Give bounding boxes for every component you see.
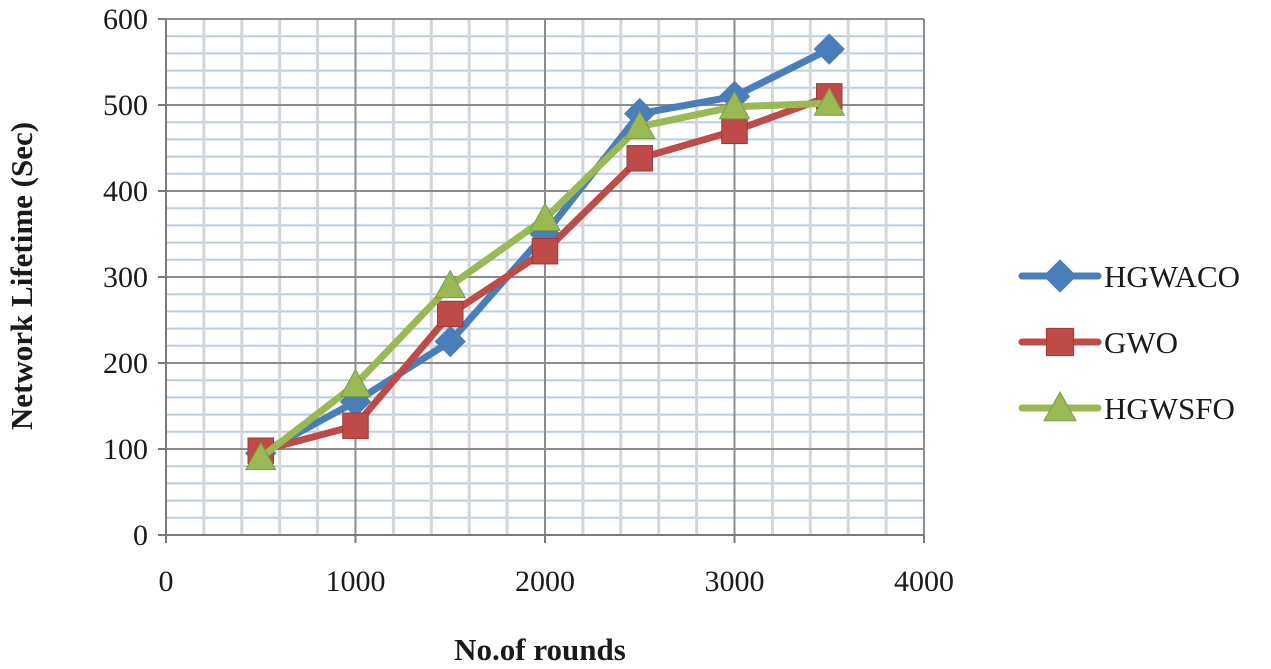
data-point-square — [531, 237, 559, 265]
x-axis-title: No.of rounds — [454, 632, 626, 667]
data-point-square — [626, 145, 653, 172]
y-tick-label: 400 — [103, 175, 148, 208]
x-tick-label: 1000 — [326, 565, 386, 598]
series-layer — [244, 33, 846, 471]
data-point-diamond — [434, 325, 466, 358]
y-tick-label: 100 — [103, 433, 148, 466]
data-point-triangle — [434, 269, 467, 299]
legend-item-gwo: GWO — [1018, 325, 1178, 360]
data-point-square — [342, 412, 369, 440]
data-point-triangle — [813, 87, 846, 116]
y-tick-label: 500 — [103, 89, 148, 122]
data-point-triangle — [529, 202, 561, 232]
legend-label: GWO — [1104, 325, 1178, 360]
data-point-square — [721, 117, 748, 145]
data-point-triangle — [244, 441, 277, 471]
data-point-diamond — [813, 33, 845, 65]
y-axis-title: Network Lifetime (Sec) — [4, 122, 39, 430]
y-tick-label: 600 — [103, 3, 148, 36]
data-point-square — [1045, 327, 1075, 357]
data-point-diamond — [1043, 259, 1077, 293]
x-tick-label: 3000 — [705, 565, 765, 598]
data-point-triangle — [623, 110, 656, 139]
y-tick-label: 300 — [103, 261, 148, 294]
series-hgwsfo — [244, 87, 846, 471]
legend-item-hgwaco: HGWACO — [1018, 259, 1240, 294]
legend: HGWACO GWO HGWSFO — [1018, 259, 1240, 426]
x-tick-label: 2000 — [515, 565, 575, 598]
data-point-triangle — [718, 90, 751, 120]
grid-layer — [166, 18, 925, 535]
x-tick-label: 4000 — [894, 565, 954, 598]
tick-labels: 0 100 200 300 400 500 600 0 1000 2000 3000 4000 — [103, 3, 954, 598]
data-point-triangle — [1043, 390, 1077, 422]
x-tick-label: 0 — [159, 565, 174, 598]
axes-layer — [158, 18, 925, 543]
legend-item-hgwsfo: HGWSFO — [1018, 390, 1235, 426]
data-point-triangle — [339, 368, 372, 397]
legend-label: HGWSFO — [1104, 391, 1235, 426]
y-tick-label: 200 — [103, 347, 148, 380]
legend-label: HGWACO — [1104, 259, 1240, 294]
data-point-square — [437, 300, 464, 328]
y-tick-label: 0 — [133, 519, 148, 552]
